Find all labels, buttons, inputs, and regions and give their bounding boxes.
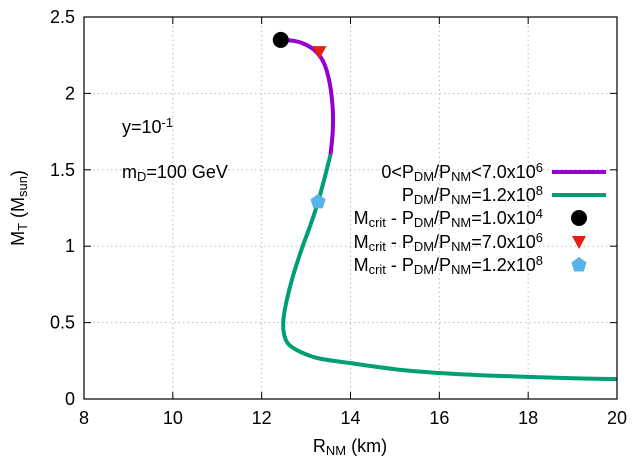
legend-label-part: /P <box>434 255 451 275</box>
y-axis-label-part: ) <box>8 170 28 176</box>
ticks <box>83 16 618 400</box>
x-tick-label: 8 <box>79 408 89 428</box>
x-axis-label: RNM (km) <box>313 436 387 458</box>
legend-label-part: P <box>402 185 414 205</box>
legend-label-part: =1.0x10 <box>471 208 536 228</box>
legend-label-part: NM <box>451 262 471 277</box>
legend-label-part: M <box>354 208 369 228</box>
y-tick-label: 0 <box>65 389 75 409</box>
legend-label-part: =1.2x10 <box>471 255 536 275</box>
data-point-pentagon <box>310 193 326 209</box>
legend-marker-pentagon <box>571 257 587 272</box>
legend-label-part: 8 <box>536 253 543 268</box>
legend-label-part: NM <box>451 192 471 207</box>
y-tick-label: 0.5 <box>50 313 75 333</box>
y-tick-label: 1.5 <box>50 160 75 180</box>
annotation-mass-part: =100 GeV <box>146 162 228 182</box>
y-axis-label-part: sun <box>15 176 30 197</box>
annotation-y-part: y=10 <box>122 117 162 137</box>
y-axis-label-part: T <box>15 223 30 231</box>
legend-label-part: /P <box>434 208 451 228</box>
legend-label: PDM/PNM=1.2x108 <box>402 183 543 207</box>
legend-label-part: =7.0x10 <box>471 232 536 252</box>
legend-label-part: DM <box>414 262 434 277</box>
legend-label-part: NM <box>451 239 471 254</box>
annotation-mass-part: m <box>122 162 137 182</box>
annotation-y-part: -1 <box>162 115 174 130</box>
legend-label-part: - P <box>386 208 414 228</box>
y-axis-label-part: M <box>8 231 28 246</box>
legend-label-part: - P <box>386 232 414 252</box>
x-axis-label-part: R <box>313 436 326 456</box>
x-tick-label: 16 <box>429 408 449 428</box>
legend-label-part: DM <box>414 169 434 184</box>
legend-label-part: 0<P <box>381 162 414 182</box>
legend-label-part: /P <box>434 185 451 205</box>
legend-label-part: crit <box>369 215 387 230</box>
legend-label-part: M <box>354 232 369 252</box>
series-line-1 <box>281 154 618 382</box>
legend-marker-triangle-down <box>572 236 586 249</box>
x-tick-label: 14 <box>340 408 360 428</box>
y-axis-label: MT (Msun) <box>8 170 30 246</box>
legend-label-part: 4 <box>536 206 543 221</box>
annotation-mass-part: D <box>137 169 146 184</box>
legend-label-part: M <box>354 255 369 275</box>
legend-label: Mcrit - PDM/PNM=7.0x106 <box>354 230 543 254</box>
data-point-triangle-down <box>312 46 327 60</box>
annotation-mass: mD=100 GeV <box>122 162 228 184</box>
x-tick-label: 12 <box>252 408 272 428</box>
legend-label-part: =1.2x10 <box>471 185 536 205</box>
legend-label-part: /P <box>434 232 451 252</box>
legend-label-part: DM <box>414 192 434 207</box>
x-axis-label-part: NM <box>326 443 346 458</box>
legend-label-part: 6 <box>536 230 543 245</box>
y-tick-label: 2 <box>65 83 75 103</box>
data-point-circle <box>272 31 289 48</box>
legend-label: Mcrit - PDM/PNM=1.0x104 <box>354 206 543 230</box>
x-axis-label-part: (km) <box>346 436 387 456</box>
series-line-0 <box>280 37 336 155</box>
legend-label: 0<PDM/PNM<7.0x106 <box>381 160 543 184</box>
legend-label-part: - P <box>386 255 414 275</box>
grid <box>84 17 617 399</box>
legend-label-part: NM <box>451 215 471 230</box>
legend-label: Mcrit - PDM/PNM=1.2x108 <box>354 253 543 277</box>
legend-label-part: crit <box>369 239 387 254</box>
legend-label-part: DM <box>414 239 434 254</box>
x-tick-label: 20 <box>607 408 627 428</box>
annotation-y: y=10-1 <box>122 115 173 137</box>
legend-label-part: <7.0x10 <box>471 162 536 182</box>
legend-marker-circle <box>571 210 587 226</box>
legend-label-part: NM <box>451 169 471 184</box>
y-tick-label: 1 <box>65 236 75 256</box>
legend-label-part: DM <box>414 215 434 230</box>
y-axis-label-part: (M <box>8 197 28 223</box>
legend-label-part: /P <box>434 162 451 182</box>
legend-label-part: crit <box>369 262 387 277</box>
x-tick-label: 10 <box>163 408 183 428</box>
legend-label-part: 8 <box>536 183 543 198</box>
x-tick-label: 18 <box>518 408 538 428</box>
y-tick-label: 2.5 <box>50 7 75 27</box>
series-layer <box>272 31 618 382</box>
legend-label-part: 6 <box>536 160 543 175</box>
